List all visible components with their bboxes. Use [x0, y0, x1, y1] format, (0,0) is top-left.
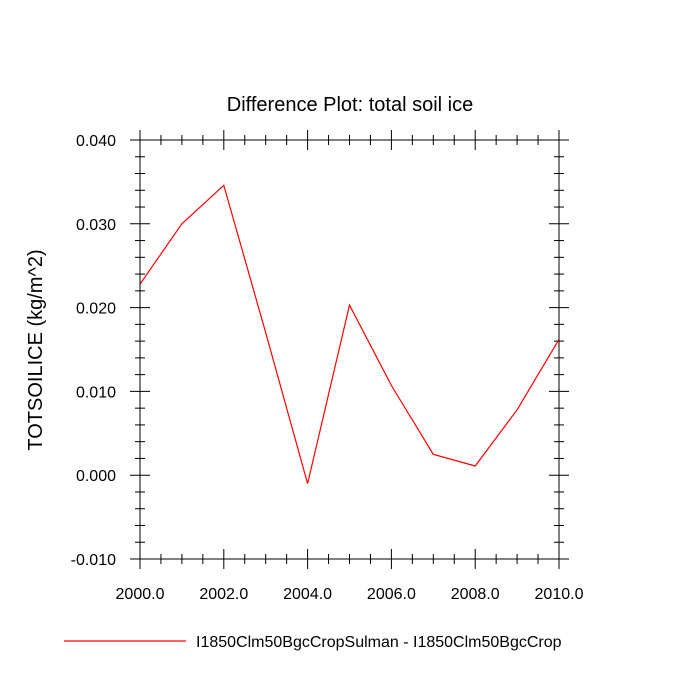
axis-ticks	[130, 130, 569, 569]
y-tick-label: 0.000	[76, 468, 116, 485]
plot-frame	[139, 139, 560, 560]
axis-tick-labels: 2000.0 2002.0 2004.0 2006.0 2008.0 2010.0 -0.0…	[71, 133, 584, 603]
series-line	[139, 184, 560, 484]
x-tick-label: 2010.0	[535, 586, 584, 603]
x-tick-label: 2000.0	[116, 586, 165, 603]
y-tick-label: 0.030	[76, 217, 116, 234]
x-tick-label: 2002.0	[199, 586, 248, 603]
y-tick-label: -0.010	[71, 552, 116, 569]
x-tick-label: 2008.0	[451, 586, 500, 603]
y-tick-label: 0.040	[76, 133, 116, 150]
y-tick-label: 0.010	[76, 384, 116, 401]
x-tick-label: 2004.0	[283, 586, 332, 603]
y-axis-label: TOTSOILICE (kg/m^2)	[25, 249, 47, 450]
series-layer	[139, 184, 560, 484]
legend: I1850Clm50BgcCropSulman - I1850Clm50BgcC…	[64, 634, 562, 651]
y-tick-label: 0.020	[76, 301, 116, 318]
x-tick-label: 2006.0	[367, 586, 416, 603]
legend-label: I1850Clm50BgcCropSulman - I1850Clm50BgcC…	[196, 634, 562, 651]
chart-title: Difference Plot: total soil ice	[227, 94, 473, 116]
